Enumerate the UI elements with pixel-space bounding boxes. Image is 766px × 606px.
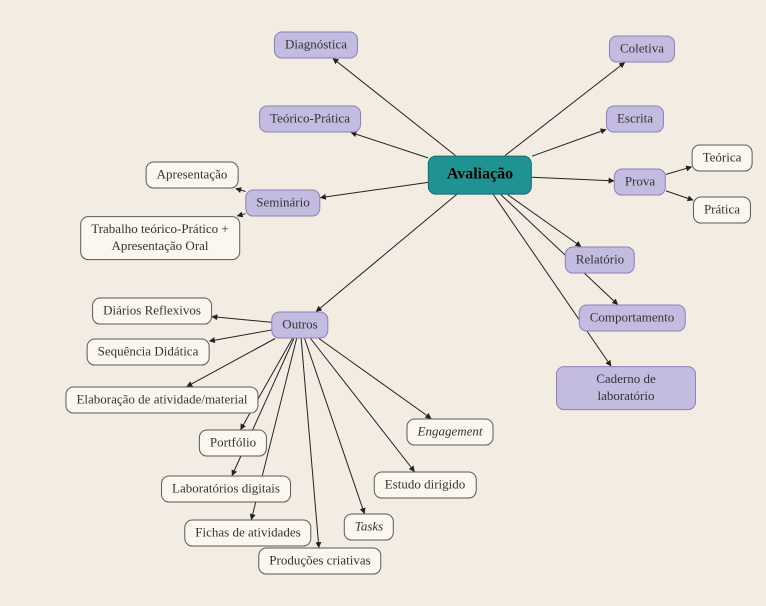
- node-semin: Seminário: [245, 190, 320, 217]
- node-elab: Elaboração de atividade/material: [65, 387, 258, 414]
- edge-root-caderno: [493, 195, 611, 367]
- node-trab: Trabalho teórico-Prático + Apresentação …: [80, 216, 240, 260]
- node-diarios: Diários Reflexivos: [92, 298, 212, 325]
- node-prova: Prova: [614, 169, 666, 196]
- edge-outros-diarios: [212, 317, 272, 323]
- node-teopra: Teórico-Prática: [259, 106, 361, 133]
- node-fichas: Fichas de atividades: [184, 520, 311, 547]
- node-relat: Relatório: [565, 247, 635, 274]
- node-tasks: Tasks: [344, 514, 394, 541]
- edge-outros-tasks: [305, 339, 365, 514]
- edge-root-teopra: [351, 133, 428, 158]
- node-port: Portfólio: [199, 430, 267, 457]
- node-escrita: Escrita: [606, 106, 664, 133]
- edge-outros-port: [241, 339, 293, 430]
- edge-semin-apres: [236, 189, 246, 192]
- node-engage: Engagement: [407, 419, 494, 446]
- node-seq: Sequência Didática: [87, 339, 210, 366]
- edge-outros-prod: [301, 339, 319, 548]
- edge-root-relat: [508, 195, 581, 247]
- edge-outros-seq: [210, 330, 272, 341]
- edge-root-outros: [316, 195, 456, 312]
- edge-outros-estudo: [311, 339, 415, 472]
- node-apres: Apresentação: [146, 162, 239, 189]
- node-colet: Coletiva: [609, 36, 675, 63]
- node-outros: Outros: [271, 312, 328, 339]
- edge-root-escrita: [532, 129, 606, 156]
- edge-root-prova: [532, 177, 614, 181]
- node-lab: Laboratórios digitais: [161, 476, 291, 503]
- node-caderno: Caderno de laboratório: [556, 366, 696, 410]
- node-diag: Diagnóstica: [274, 32, 358, 59]
- node-estudo: Estudo dirigido: [374, 472, 477, 499]
- node-root: Avaliação: [428, 156, 532, 195]
- node-prat: Prática: [693, 197, 751, 224]
- edge-prova-prat: [666, 191, 693, 200]
- node-teor: Teórica: [692, 145, 753, 172]
- node-prod: Produções criativas: [258, 548, 381, 575]
- node-comport: Comportamento: [579, 305, 686, 332]
- edge-prova-teor: [666, 167, 692, 174]
- edge-root-semin: [321, 182, 429, 197]
- edge-outros-engage: [319, 339, 431, 419]
- edge-semin-trab: [237, 214, 245, 216]
